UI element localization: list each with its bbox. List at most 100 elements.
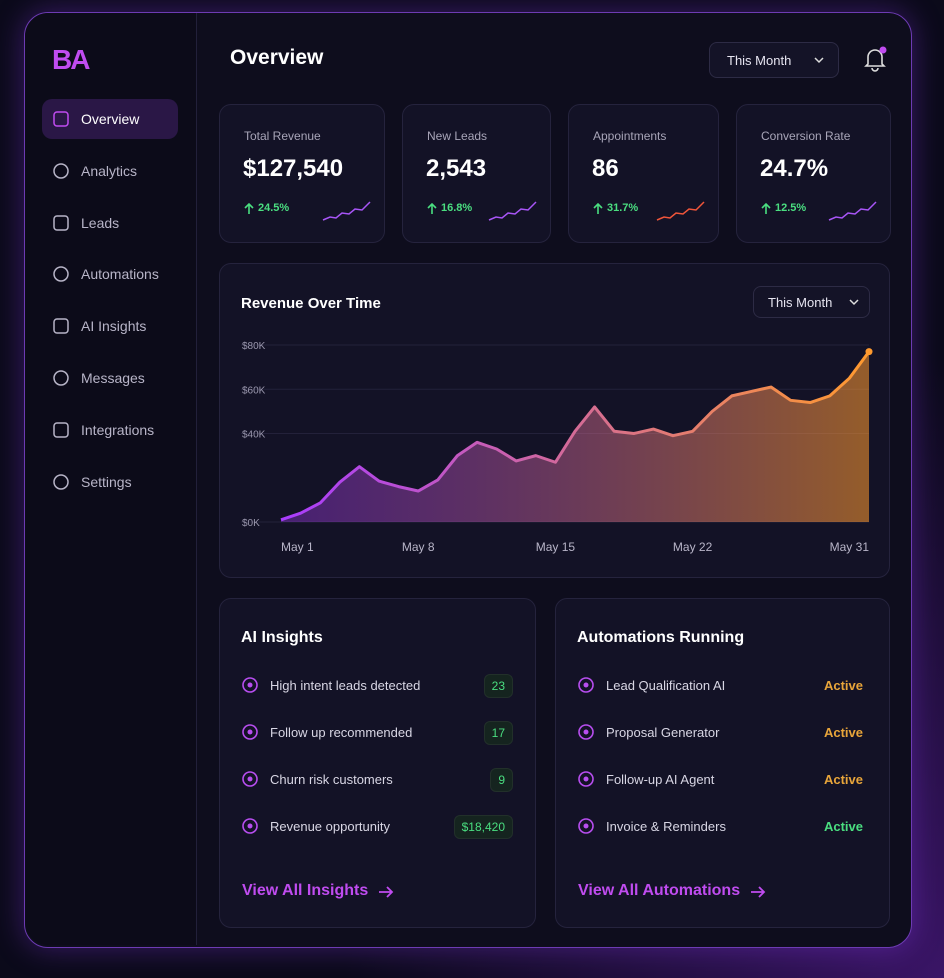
item-icon	[242, 724, 258, 740]
up-arrow	[761, 203, 771, 214]
kpi-label: Total Revenue	[244, 129, 321, 143]
sparkline	[322, 201, 371, 221]
kpi-card: Conversion Rate 24.7% 12.5%	[736, 104, 891, 243]
view-all-link[interactable]: View All Automations	[578, 882, 741, 899]
period-label: This Month	[727, 53, 792, 68]
automations-card: Automations Running Lead Qualification AI…	[555, 598, 890, 928]
nav-icon	[53, 214, 69, 231]
period-select[interactable]: This Month	[709, 42, 839, 78]
kpi-change: 24.5%	[258, 202, 290, 214]
icon-ring	[242, 818, 258, 834]
icon-dot	[247, 823, 253, 829]
x-tick-label: May 22	[673, 540, 713, 554]
item-icon	[242, 771, 258, 787]
spark-path	[656, 201, 705, 221]
item-label: Revenue opportunity	[270, 819, 390, 834]
item-label: Proposal Generator	[606, 725, 720, 740]
up-arrow	[593, 203, 603, 214]
nav-item[interactable]: Analytics	[42, 151, 178, 191]
sparkline	[656, 201, 705, 221]
insights-card: AI Insights High intent leads detected 23 F…	[219, 598, 536, 928]
icon-shape	[53, 370, 69, 386]
end-point	[865, 348, 873, 356]
item-icon	[242, 677, 258, 693]
icon-ring	[578, 771, 594, 787]
y-tick-label: $60K	[242, 385, 266, 396]
nav-item[interactable]: AI Insights	[42, 306, 178, 346]
icon-ring	[242, 724, 258, 740]
item-icon	[242, 818, 258, 834]
chevron	[849, 299, 859, 306]
link-arrow	[379, 886, 394, 898]
item-icon	[578, 677, 594, 693]
up-arrow	[244, 203, 254, 214]
kpi-label: Appointments	[593, 129, 667, 143]
icon-dot	[247, 776, 253, 782]
icon-shape	[53, 111, 69, 127]
x-tick-label: May 31	[830, 540, 870, 554]
nav-label: Analytics	[81, 162, 138, 179]
spark-path	[322, 201, 371, 221]
nav-label: Automations	[81, 266, 159, 283]
nav-item[interactable]: Overview	[42, 99, 178, 139]
item-label: Churn risk customers	[270, 772, 393, 787]
icon-dot	[247, 682, 253, 688]
icon-shape	[53, 163, 69, 179]
nav-item[interactable]: Settings	[42, 462, 178, 502]
icon-dot	[583, 823, 589, 829]
arrow	[593, 203, 603, 214]
item-label: Invoice & Reminders	[606, 819, 726, 834]
revenue-chart: $0K $40K $60K $80K May 1 May 8 May 15 May 22 May…	[241, 341, 873, 554]
icon-shape	[53, 473, 69, 490]
icon-ring	[578, 677, 594, 693]
card-title: AI Insights	[241, 629, 323, 646]
item-icon	[578, 771, 594, 787]
item-label: Follow-up AI Agent	[606, 772, 715, 787]
kpi-value: 24.7%	[760, 155, 829, 182]
icon-dot	[583, 729, 589, 735]
item-icon	[578, 818, 594, 834]
nav-label: Messages	[81, 370, 145, 386]
sparkline	[488, 201, 537, 221]
item-status: Active	[823, 725, 863, 740]
nav-icon	[53, 111, 69, 127]
logo: BA	[52, 44, 90, 75]
y-tick-label: $40K	[242, 430, 266, 441]
item-label: Follow up recommended	[270, 725, 413, 740]
up-arrow	[427, 203, 437, 214]
y-tick-label: $80K	[242, 341, 266, 352]
chart-title: Revenue Over Time	[241, 295, 381, 312]
icon-shape	[53, 422, 69, 438]
icon-shape	[53, 266, 69, 283]
chart-period-select[interactable]: This Month	[753, 286, 870, 318]
icon-dot	[583, 682, 589, 688]
icon-ring	[578, 818, 594, 834]
view-all-link[interactable]: View All Insights	[242, 882, 369, 899]
line	[280, 350, 871, 522]
y-tick-label: $0K	[242, 518, 260, 529]
notification-bell[interactable]	[860, 44, 890, 74]
nav-item[interactable]: Messages	[42, 358, 178, 398]
icon-dot	[583, 776, 589, 782]
item-status: Active	[823, 678, 863, 693]
nav-item[interactable]: Automations	[42, 254, 178, 294]
nav-label: AI Insights	[81, 318, 147, 335]
kpi-value: $127,540	[243, 155, 344, 182]
nav-item[interactable]: Integrations	[42, 410, 178, 450]
icon-ring	[242, 771, 258, 787]
nav-icon	[53, 266, 69, 283]
area	[281, 351, 869, 522]
item-label: High intent leads detected	[270, 678, 421, 693]
nav-item[interactable]: Leads	[42, 203, 178, 243]
x-tick-label: May 1	[281, 540, 314, 554]
page-title: Overview	[230, 46, 324, 69]
item-label: Lead Qualification AI	[606, 678, 726, 693]
spark-path	[488, 201, 537, 221]
kpi-card: New Leads 2,543 16.8%	[402, 104, 551, 243]
chart-period-label: This Month	[768, 295, 833, 310]
item-value: 23	[483, 674, 513, 698]
revenue-card: Revenue Over Time This Month $0K $40K $60K…	[219, 263, 890, 578]
chevron	[814, 57, 824, 64]
item-value: $18,420	[453, 815, 513, 839]
item-status: Active	[823, 772, 863, 787]
